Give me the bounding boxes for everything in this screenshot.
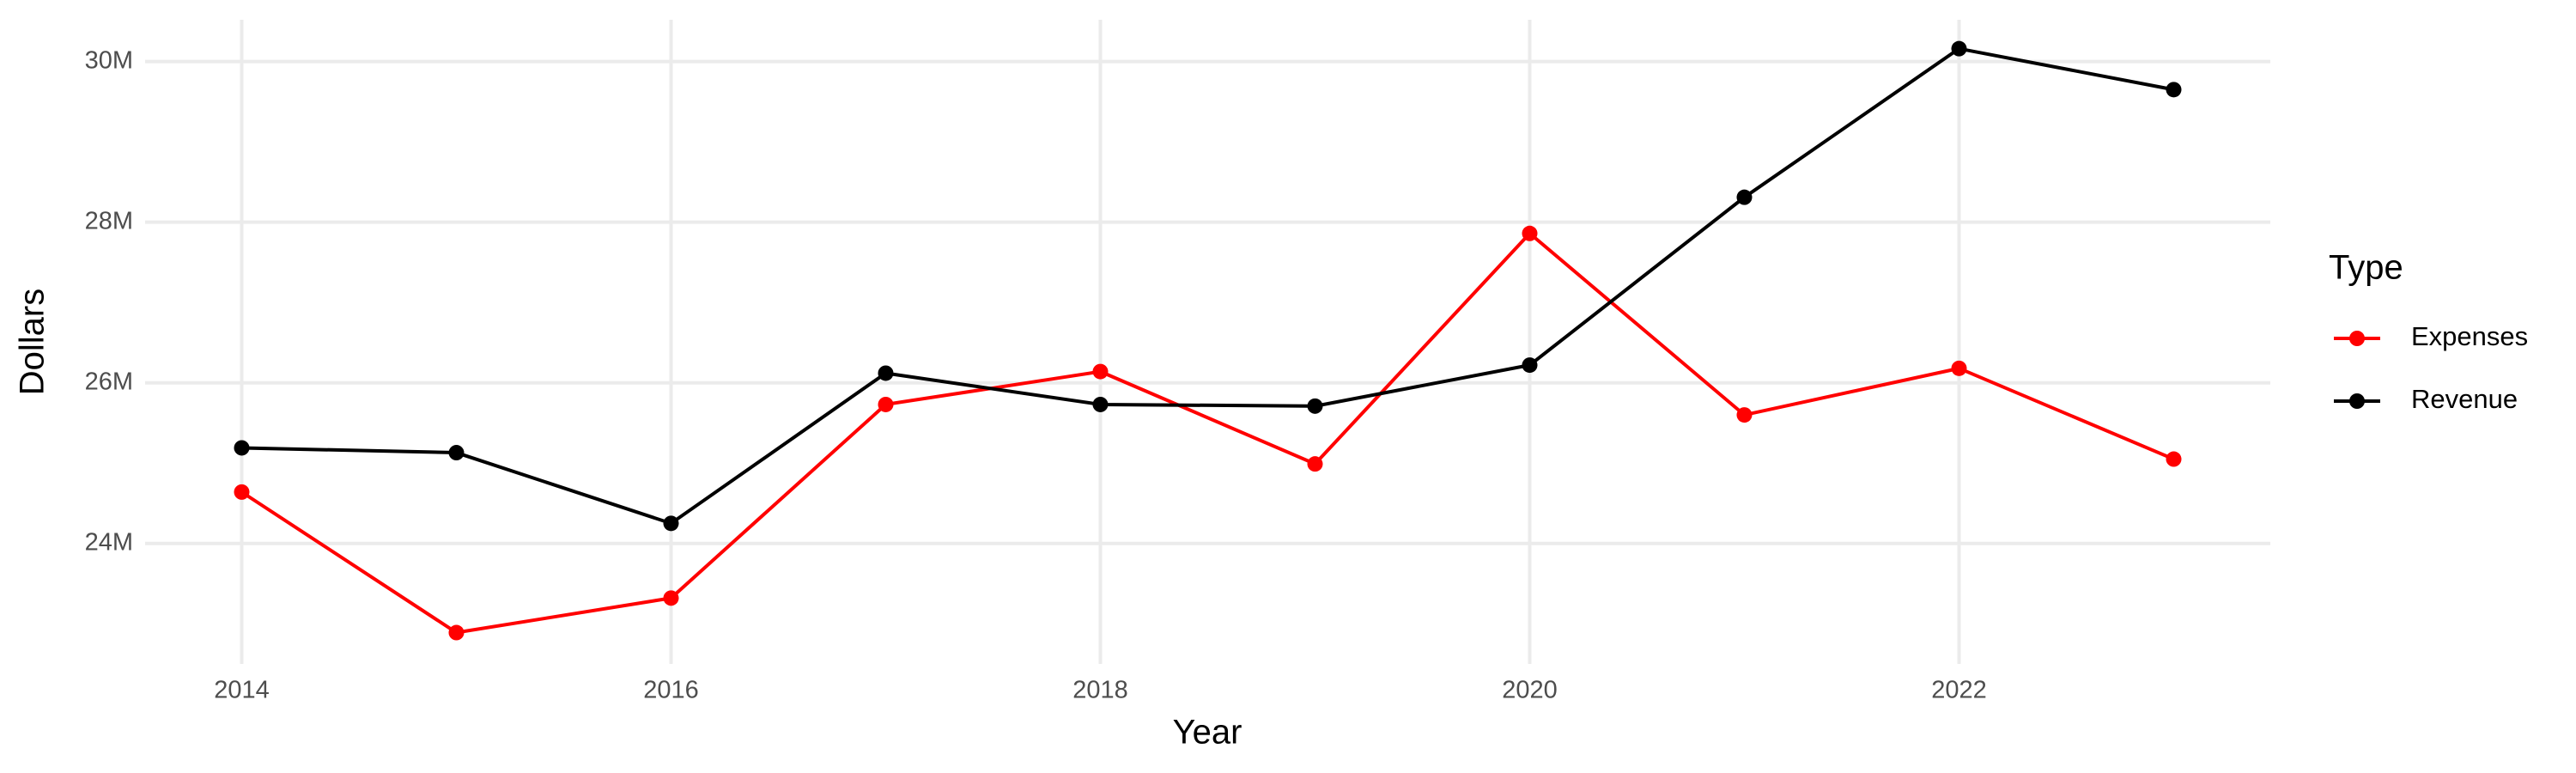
x-tick-label: 2022 (1931, 677, 1987, 704)
y-tick-label: 30M (85, 46, 133, 74)
data-point (2166, 451, 2182, 467)
legend-label: Expenses (2411, 321, 2528, 351)
y-tick-label: 24M (85, 528, 133, 556)
data-point (1307, 456, 1323, 472)
data-point (234, 484, 250, 500)
legend-title: Type (2329, 249, 2403, 287)
y-tick-label: 26M (85, 368, 133, 395)
data-point (1307, 398, 1323, 414)
x-tick-label: 2018 (1072, 677, 1128, 704)
series-line (240, 230, 2175, 635)
data-point (1092, 396, 1109, 412)
legend-point (2349, 393, 2365, 409)
data-point (448, 445, 465, 461)
y-axis-title: Dollars (14, 289, 52, 395)
y-tick-label: 28M (85, 207, 133, 234)
data-point (2166, 82, 2182, 98)
data-point (1092, 363, 1109, 380)
x-tick-label: 2016 (643, 677, 699, 704)
data-point (448, 624, 465, 641)
data-point (878, 396, 894, 412)
x-tick-label: 2020 (1502, 677, 1558, 704)
x-axis-title: Year (1173, 714, 1242, 752)
data-point (1522, 225, 1538, 241)
data-point (1736, 189, 1753, 205)
data-point (663, 590, 679, 606)
data-point (1951, 40, 1967, 57)
data-point (1736, 407, 1753, 423)
data-point (663, 515, 679, 532)
data-point (878, 365, 894, 381)
data-point (1951, 360, 1967, 376)
data-point (1522, 357, 1538, 374)
series-line (241, 46, 2174, 526)
x-tick-label: 2014 (214, 677, 270, 704)
legend-label: Revenue (2411, 384, 2518, 414)
data-point (234, 440, 250, 456)
legend-point (2349, 331, 2365, 346)
